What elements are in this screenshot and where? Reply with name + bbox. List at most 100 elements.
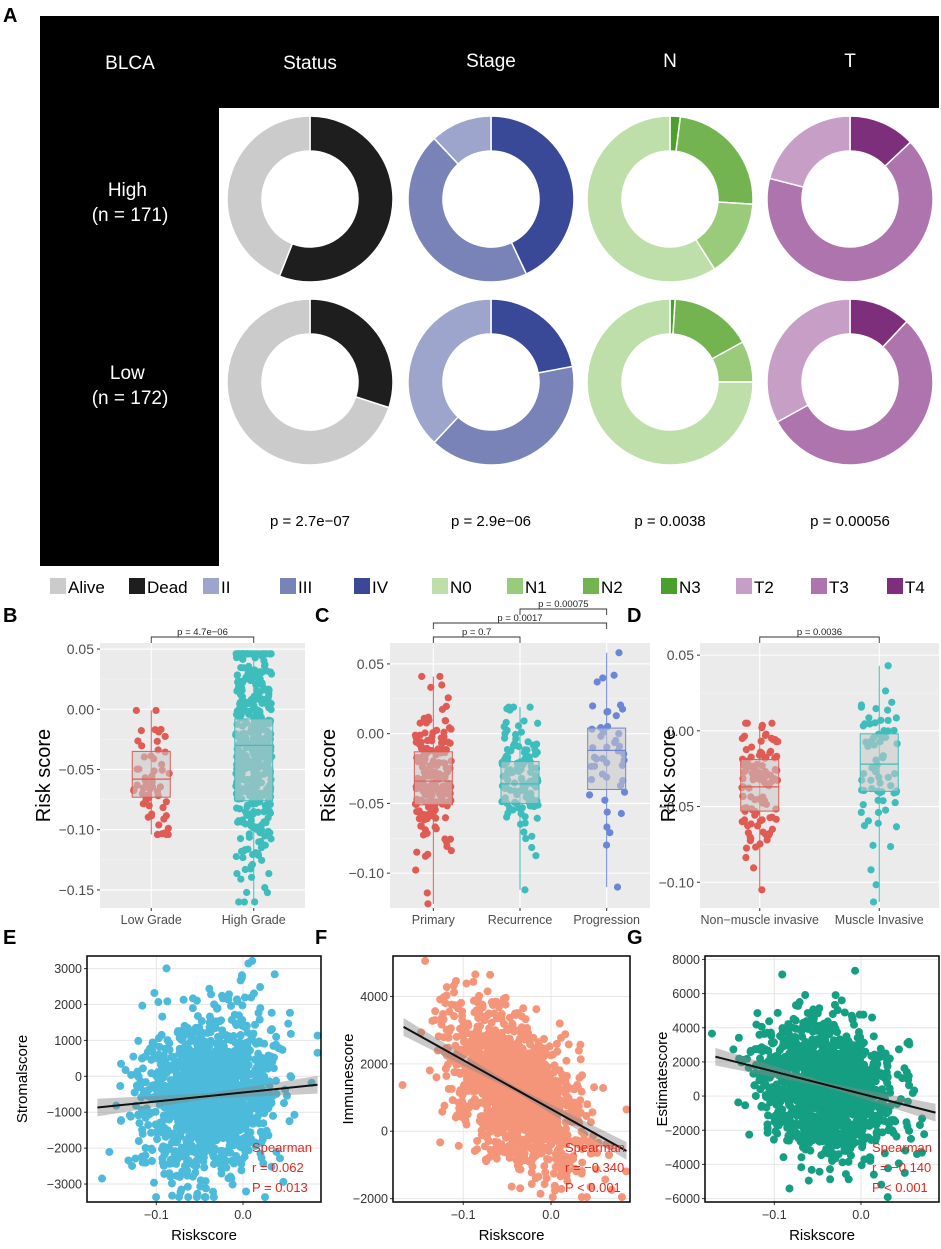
panel-label-c: C [315, 605, 329, 627]
data-point [471, 970, 480, 979]
data-point [149, 1178, 158, 1187]
data-point [205, 1145, 214, 1154]
data-point [247, 1034, 256, 1043]
data-point [197, 1017, 206, 1026]
data-point [191, 1168, 200, 1177]
data-point [553, 1120, 562, 1129]
data-point [203, 1122, 212, 1131]
data-point [520, 1120, 529, 1129]
data-point [601, 796, 609, 804]
data-point [135, 1119, 144, 1128]
data-point [239, 655, 247, 663]
data-point [837, 996, 846, 1005]
data-point [134, 1036, 143, 1045]
data-point [458, 1007, 467, 1016]
data-point [493, 1037, 502, 1046]
data-point [260, 1072, 269, 1081]
data-point [490, 1050, 499, 1059]
comparison-bracket [150, 636, 255, 643]
legend-label-iii: III [298, 578, 312, 597]
data-point [188, 1004, 197, 1013]
data-point [442, 1025, 451, 1034]
data-point [420, 810, 428, 819]
col-header-stage: Stage [466, 51, 516, 72]
comparison-p-value: p = 0.0017 [497, 613, 542, 624]
data-point [153, 1092, 162, 1101]
data-point [254, 851, 263, 859]
data-point [251, 654, 259, 662]
data-point [505, 1013, 514, 1022]
data-point [523, 746, 531, 754]
data-point [778, 970, 787, 979]
p-value-status: p = 2.7e−07 [270, 513, 350, 530]
data-point [265, 1077, 274, 1086]
data-point [246, 1095, 255, 1104]
data-point [482, 1133, 491, 1142]
data-point [491, 1147, 500, 1156]
data-point [883, 706, 892, 714]
data-point [424, 850, 432, 858]
data-point [570, 1164, 579, 1173]
data-point [527, 1158, 536, 1167]
data-point [576, 1108, 585, 1117]
data-point [503, 1092, 512, 1101]
data-point [195, 1128, 204, 1137]
data-point [516, 1184, 525, 1193]
data-point [527, 1168, 536, 1177]
data-point [831, 991, 840, 1000]
data-point [424, 900, 432, 908]
p-value-stage: p = 2.9e−06 [451, 513, 531, 530]
y-tick-label: 0.05 [357, 656, 384, 672]
comparison-p-value: p = 0.7 [462, 627, 491, 638]
data-point [413, 848, 421, 856]
data-point [218, 994, 227, 1003]
data-point [179, 1074, 188, 1083]
y-tick-label: −0.05 [59, 761, 95, 777]
donut-slice-alive [226, 115, 311, 278]
data-point [244, 1139, 253, 1148]
data-point [242, 1187, 251, 1196]
legend-swatch-iii [280, 578, 296, 594]
data-point [443, 1060, 452, 1069]
data-point [515, 1049, 524, 1058]
data-point [244, 1110, 253, 1119]
data-point [161, 732, 169, 741]
data-point [237, 875, 245, 883]
data-point [769, 1135, 778, 1144]
plot-background [100, 643, 305, 908]
data-point [162, 1060, 171, 1069]
data-point [874, 819, 882, 827]
x-tick-label: −0.1 [144, 1208, 169, 1222]
data-point [203, 1028, 212, 1037]
comparison-bracket [519, 608, 608, 615]
donut-grid [226, 115, 934, 466]
data-point [509, 742, 518, 750]
data-point [564, 1040, 573, 1049]
data-point [139, 1089, 148, 1098]
p-value-n: p = 0.0038 [634, 513, 705, 530]
data-point [507, 1182, 516, 1191]
data-point [774, 1121, 783, 1130]
data-point [438, 1107, 447, 1116]
donut-slice-t2 [768, 115, 851, 188]
data-point [773, 1008, 782, 1017]
data-point [483, 1043, 492, 1052]
y-axis-label: Risk score [33, 729, 55, 822]
data-point [521, 819, 529, 827]
data-point [212, 1098, 221, 1107]
data-point [538, 1064, 547, 1073]
panel-label-a: A [3, 5, 17, 27]
y-tick-label: −1000 [47, 1106, 82, 1120]
spearman-annotation: Spearman [252, 1140, 312, 1155]
data-point [266, 1096, 275, 1105]
data-point [532, 1005, 541, 1014]
data-point [148, 1157, 157, 1166]
data-point [874, 808, 883, 817]
data-point [163, 997, 172, 1006]
data-point [496, 999, 505, 1008]
data-point [491, 1137, 500, 1146]
data-point [799, 1018, 808, 1027]
data-point [593, 678, 601, 686]
data-point [422, 719, 431, 727]
